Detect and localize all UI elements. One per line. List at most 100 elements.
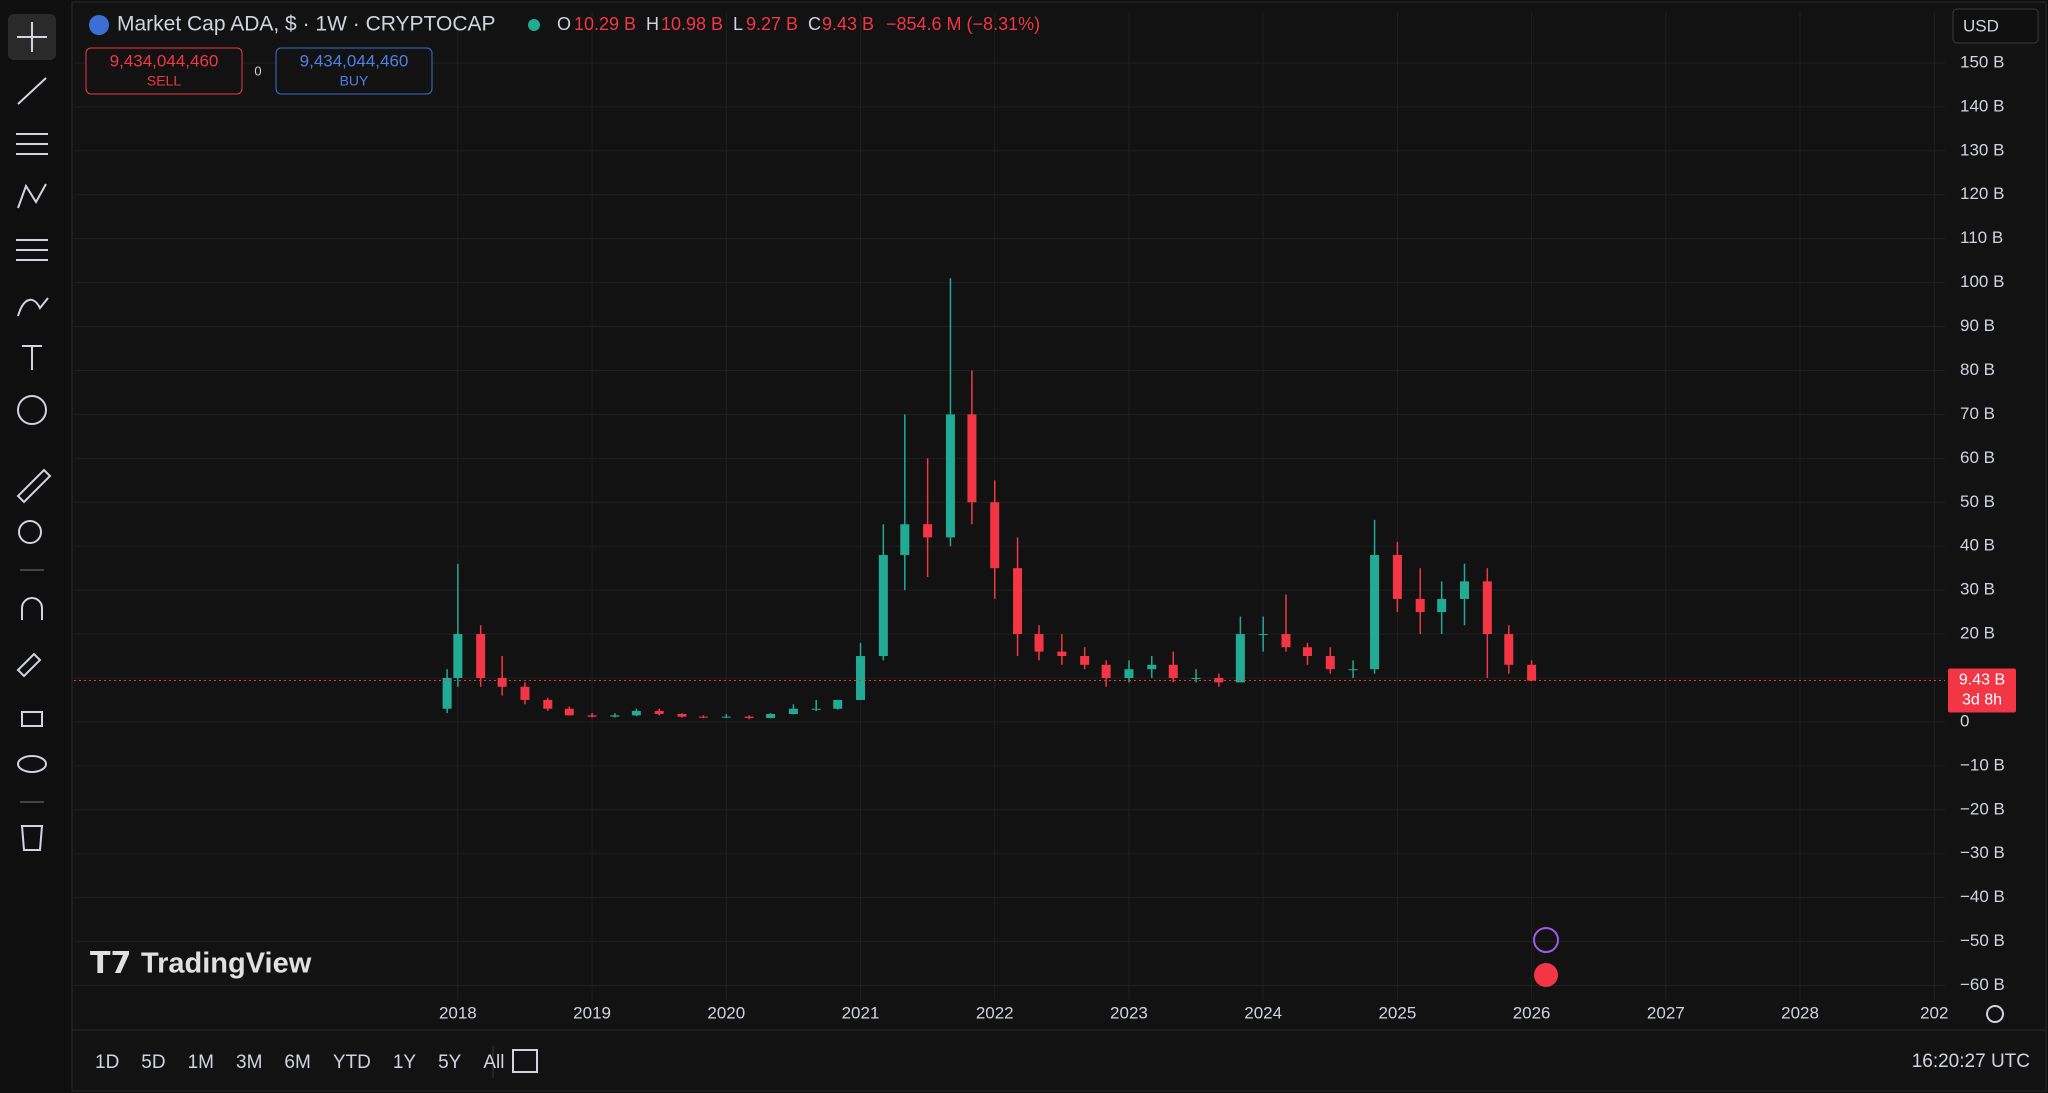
crosshair-icon[interactable] xyxy=(17,22,47,52)
prediction-tool[interactable] xyxy=(16,239,48,261)
candle-body xyxy=(1281,634,1291,648)
ohlc-key: L xyxy=(733,14,743,34)
candle-body xyxy=(721,716,731,718)
y-tick-label: 60 B xyxy=(1960,448,1995,467)
candle-body xyxy=(1482,581,1492,635)
delete-tool[interactable] xyxy=(20,825,44,851)
economic-event-icon[interactable] xyxy=(1534,963,1558,987)
range-button[interactable]: All xyxy=(483,1052,504,1073)
y-tick-label: −10 B xyxy=(1960,755,2005,774)
y-tick-label: 80 B xyxy=(1960,360,1995,379)
ohlc-key: H xyxy=(646,14,659,34)
y-tick-label: 20 B xyxy=(1960,624,1995,643)
x-tick-label: 2027 xyxy=(1647,1003,1685,1022)
candle-body xyxy=(1302,647,1312,657)
x-tick-label: 2028 xyxy=(1781,1003,1819,1022)
candle-body xyxy=(1437,598,1447,613)
y-tick-label: 120 B xyxy=(1960,184,2004,203)
candle-body xyxy=(587,715,597,717)
x-tick-label: 2024 xyxy=(1244,1003,1282,1022)
y-tick-label: 110 B xyxy=(1960,228,2003,247)
range-button[interactable]: 5D xyxy=(141,1052,165,1073)
trend-line-tool[interactable] xyxy=(17,77,47,105)
y-tick-label: 100 B xyxy=(1960,272,2004,291)
last-price-label: 9.43 B xyxy=(1959,672,2005,689)
y-tick-label: −20 B xyxy=(1960,799,2005,818)
range-button[interactable]: 5Y xyxy=(438,1052,462,1073)
candle-body xyxy=(1214,677,1224,683)
candle-body xyxy=(1057,651,1067,657)
last-price-box xyxy=(1948,668,2016,713)
date-range-button[interactable] xyxy=(512,1049,538,1073)
symbol-title[interactable]: Market Cap ADA, $ · 1W · CRYPTOCAP xyxy=(117,13,496,36)
y-tick-label: 40 B xyxy=(1960,536,1995,555)
brand-mark: 𝗧𝟳 xyxy=(90,947,131,980)
y-tick-label: −60 B xyxy=(1960,975,2005,994)
settings-button[interactable] xyxy=(1986,1005,2004,1023)
ruler-tool[interactable] xyxy=(16,468,52,504)
range-button[interactable]: YTD xyxy=(333,1052,371,1073)
candle-body xyxy=(698,716,708,718)
x-tick-label: 2026 xyxy=(1513,1003,1551,1022)
bar-countdown: 3d 8h xyxy=(1962,692,2002,709)
buy-button[interactable] xyxy=(275,47,433,95)
candle-body xyxy=(1147,664,1157,670)
candle-body xyxy=(1034,634,1044,652)
range-button[interactable]: 3M xyxy=(236,1052,262,1073)
range-button[interactable]: 6M xyxy=(284,1052,310,1073)
zoom-tool[interactable] xyxy=(18,520,42,544)
currency-label: USD xyxy=(1963,16,1999,35)
range-button[interactable]: 1M xyxy=(188,1052,214,1073)
x-tick-label: 2025 xyxy=(1378,1003,1416,1022)
brush-tool[interactable] xyxy=(17,297,49,317)
candle-body xyxy=(1325,656,1335,670)
emoji-tool[interactable] xyxy=(17,395,47,425)
text-tool[interactable] xyxy=(22,345,42,370)
ohlc-key: O xyxy=(557,14,571,34)
candle-body xyxy=(967,414,977,503)
candle-body xyxy=(476,634,486,678)
magnet-tool[interactable] xyxy=(21,597,43,620)
clock: 16:20:27 UTC xyxy=(1912,1051,2030,1072)
candle-body xyxy=(497,677,507,687)
ohlc-value: 10.29 B xyxy=(574,14,636,34)
candle-body xyxy=(1101,664,1111,678)
event-icon[interactable] xyxy=(1533,927,1559,953)
hide-tool[interactable] xyxy=(17,755,47,773)
candle-body xyxy=(654,710,664,715)
y-tick-label: 130 B xyxy=(1960,140,2004,159)
ohlc-key: C xyxy=(808,14,821,34)
y-tick-label: −30 B xyxy=(1960,843,2005,862)
y-tick-label: 90 B xyxy=(1960,316,1995,335)
pattern-tool[interactable] xyxy=(17,183,47,209)
y-tick-label: 150 B xyxy=(1960,52,2004,71)
sell-button[interactable] xyxy=(85,47,243,95)
candle-body xyxy=(1191,677,1201,679)
y-tick-label: 0 xyxy=(1960,711,1969,730)
range-button[interactable]: 1D xyxy=(95,1052,119,1073)
lock-tool[interactable] xyxy=(21,711,43,727)
candle-body xyxy=(442,677,452,709)
price-change: −854.6 M (−8.31%) xyxy=(886,14,1040,34)
candle-body xyxy=(520,686,530,700)
ohlc-value: 10.98 B xyxy=(661,14,723,34)
candle-body xyxy=(1124,669,1134,678)
candle-body xyxy=(945,414,955,538)
x-tick-label: 2018 xyxy=(439,1003,477,1022)
candle-body xyxy=(1080,656,1090,665)
lock-drawing-tool[interactable] xyxy=(16,652,42,678)
candle-body xyxy=(1415,598,1425,613)
y-tick-label: 70 B xyxy=(1960,404,1995,423)
candle-body xyxy=(1459,581,1469,599)
candle-body xyxy=(1370,554,1380,670)
sell-price: 9,434,044,460 xyxy=(110,51,219,70)
sell-label: SELL xyxy=(147,73,181,89)
candle-body xyxy=(1348,669,1358,671)
x-tick-label: 2021 xyxy=(842,1003,880,1022)
fib-tool[interactable] xyxy=(16,133,48,155)
candle-body xyxy=(923,524,933,538)
currency-select[interactable] xyxy=(1952,8,2039,44)
range-button[interactable]: 1Y xyxy=(393,1052,417,1073)
